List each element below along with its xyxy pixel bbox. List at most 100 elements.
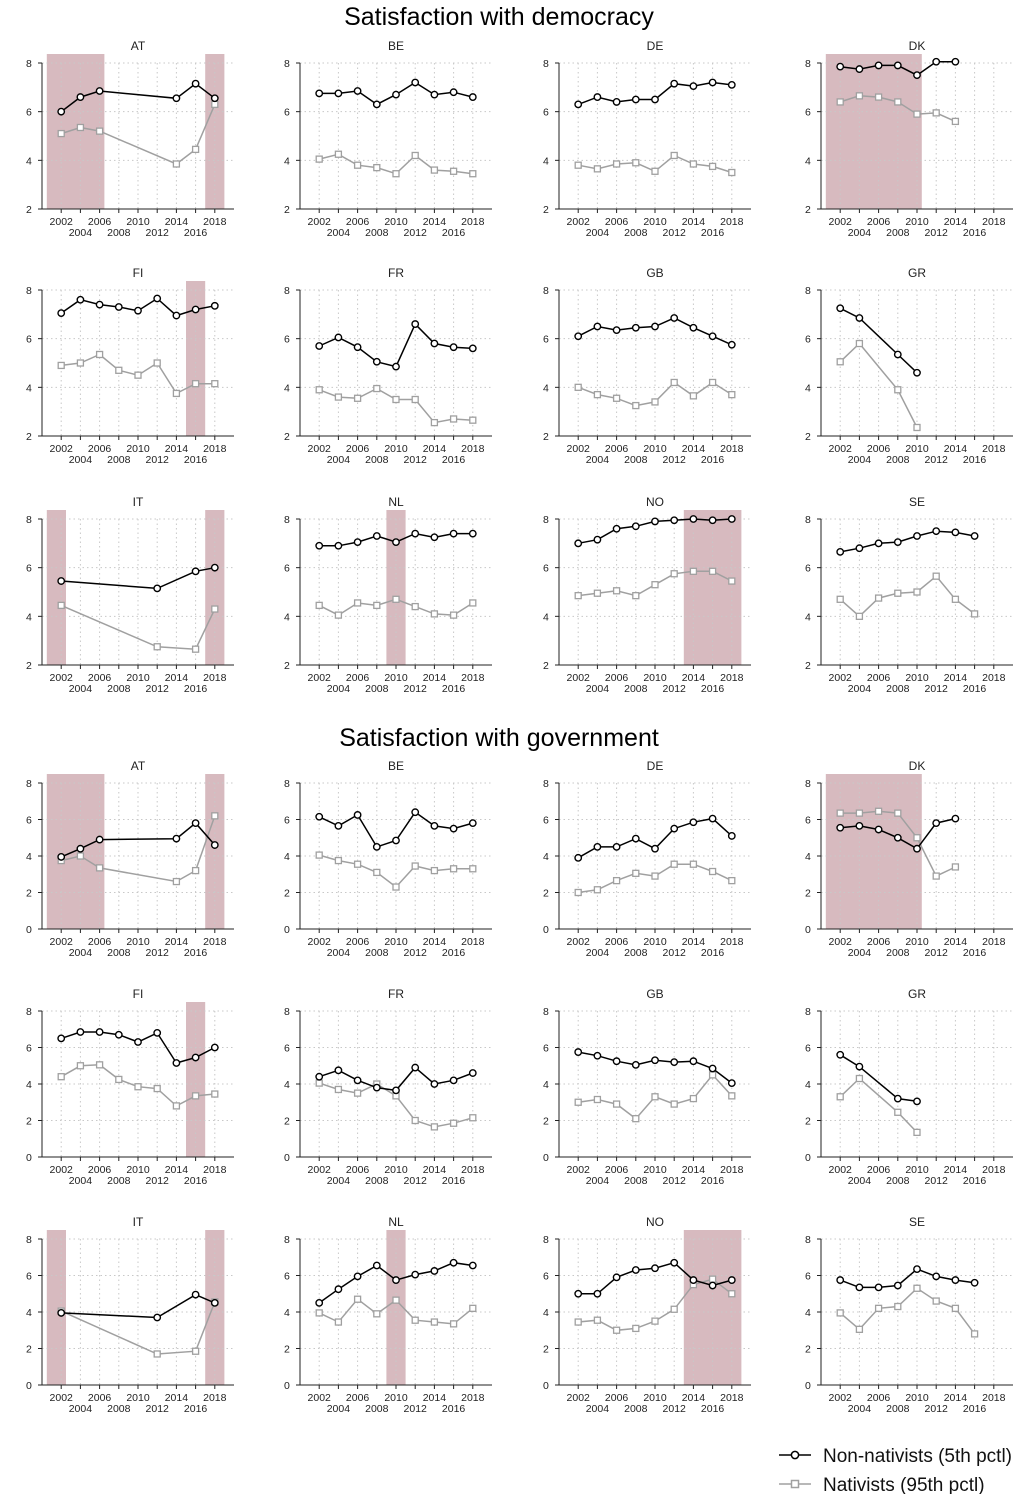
x-tick-label-gr-2014: 2014 xyxy=(944,443,968,455)
x-tick-label-se-2008: 2008 xyxy=(886,683,910,695)
panel-at: 0 2 4 6 8 2002 2006 2010 2014 2018 2004 2008 2012 201… xyxy=(26,759,234,959)
x-tick-label-fr-2004: 2004 xyxy=(327,1175,351,1187)
x-tick-label-de-2002: 2002 xyxy=(567,216,591,228)
x-tick-label-gb-2018: 2018 xyxy=(720,443,744,455)
y-tick-label-fr-2: 2 xyxy=(284,431,290,443)
panel-be: 0 2 4 6 8 2002 2006 2010 2014 2018 2004 2008 2012 201… xyxy=(284,759,492,959)
point-nativist-de-2006 xyxy=(612,160,621,168)
y-tick-label-nl-0: 0 xyxy=(284,1380,290,1392)
point-nonnativist-no-2006 xyxy=(612,1273,621,1282)
x-tick-label-dk-2012: 2012 xyxy=(925,947,949,959)
shaded-period-at-0 xyxy=(46,54,105,209)
shaded-period-dk-0 xyxy=(825,774,922,929)
point-nonnativist-de-2016 xyxy=(708,78,717,87)
x-tick-label-fi-2002: 2002 xyxy=(50,443,74,455)
point-nonnativist-fi-2006 xyxy=(95,300,104,309)
y-tick-label-gb-2: 2 xyxy=(543,431,549,443)
point-nonnativist-no-2014 xyxy=(689,1276,698,1284)
x-tick-label-de-2010: 2010 xyxy=(643,936,667,948)
x-tick-label-gr-2004: 2004 xyxy=(848,454,872,466)
y-tick-label-nl-4: 4 xyxy=(284,611,290,623)
point-nativist-it-2018 xyxy=(211,605,219,613)
point-nonnativist-fi-2016 xyxy=(191,305,200,314)
x-tick-label-se-2016: 2016 xyxy=(963,683,987,695)
shaded-period-it-0 xyxy=(46,1230,66,1385)
x-tick-label-dk-2014: 2014 xyxy=(944,936,968,948)
x-tick-label-nl-2012: 2012 xyxy=(404,1403,428,1415)
x-tick-label-be-2014: 2014 xyxy=(423,936,447,948)
point-nativist-at-2018 xyxy=(211,812,219,820)
point-nonnativist-dk-2006 xyxy=(874,825,883,834)
x-tick-label-gb-2014: 2014 xyxy=(682,1164,706,1176)
x-tick-label-fi-2012: 2012 xyxy=(146,1175,170,1187)
y-tick-label-dk-8: 8 xyxy=(805,58,811,70)
x-tick-label-fi-2014: 2014 xyxy=(165,1164,189,1176)
x-tick-label-de-2006: 2006 xyxy=(605,936,629,948)
point-nativist-fi-2004 xyxy=(76,1062,85,1070)
point-nonnativist-se-2010 xyxy=(913,532,921,540)
point-nonnativist-dk-2010 xyxy=(913,71,921,80)
point-nonnativist-no-2018 xyxy=(727,1276,736,1284)
point-nativist-gb-2010 xyxy=(651,1093,659,1101)
y-tick-label-be-2: 2 xyxy=(284,888,290,900)
y-tick-label-fi-4: 4 xyxy=(26,382,32,394)
point-nativist-no-2008 xyxy=(632,1324,640,1333)
x-tick-label-fi-2018: 2018 xyxy=(203,1164,227,1176)
x-tick-label-no-2014: 2014 xyxy=(682,1392,706,1404)
panel-title-at: AT xyxy=(131,759,146,773)
x-tick-label-it-2012: 2012 xyxy=(146,1403,170,1415)
point-nativist-gb-2002 xyxy=(574,383,582,391)
point-nonnativist-nl-2012 xyxy=(411,1270,420,1279)
x-tick-label-dk-2008: 2008 xyxy=(886,227,910,239)
panel-title-it: IT xyxy=(133,495,144,509)
shaded-period-it-0 xyxy=(46,510,66,665)
panel-nl: 2 4 6 8 2002 2006 2010 2014 2018 2004 2008 2012 2016… xyxy=(284,495,492,695)
x-tick-label-gr-2012: 2012 xyxy=(925,1175,949,1187)
point-nativist-fi-2016 xyxy=(191,1092,200,1100)
point-nativist-se-2012 xyxy=(932,572,940,580)
x-tick-label-se-2002: 2002 xyxy=(829,672,853,684)
panel-gr: 0 2 4 6 8 2002 2006 2010 2014 2018 2004 2008 2012 201… xyxy=(805,987,1013,1187)
point-nativist-de-2014 xyxy=(689,160,698,168)
x-tick-label-it-2006: 2006 xyxy=(88,1392,112,1404)
point-nonnativist-nl-2018 xyxy=(468,1261,477,1270)
x-tick-label-at-2014: 2014 xyxy=(165,216,189,228)
point-nativist-at-2006 xyxy=(95,864,104,872)
point-nonnativist-at-2004 xyxy=(76,844,85,853)
point-nativist-fi-2008 xyxy=(115,366,123,374)
x-tick-label-dk-2018: 2018 xyxy=(982,216,1006,228)
point-nativist-dk-2014 xyxy=(951,117,960,126)
panel-title-de: DE xyxy=(647,39,664,53)
point-nonnativist-be-2006 xyxy=(353,87,362,95)
panel-nl: 0 2 4 6 8 2002 2006 2010 2014 2018 2004 2008 2012 201… xyxy=(284,1215,492,1415)
y-tick-label-nl-8: 8 xyxy=(284,514,290,526)
x-tick-label-gr-2010: 2010 xyxy=(905,1164,929,1176)
x-tick-label-it-2018: 2018 xyxy=(203,672,227,684)
x-tick-label-de-2010: 2010 xyxy=(643,216,667,228)
point-nonnativist-se-2006 xyxy=(874,539,883,548)
y-tick-label-dk-2: 2 xyxy=(805,204,811,216)
point-nonnativist-dk-2004 xyxy=(855,65,864,73)
point-nativist-it-2016 xyxy=(191,645,200,653)
y-tick-label-fr-6: 6 xyxy=(284,334,290,346)
point-nonnativist-fr-2006 xyxy=(353,1076,362,1085)
y-tick-label-fr-4: 4 xyxy=(284,1079,290,1091)
point-nonnativist-dk-2014 xyxy=(951,814,960,823)
x-tick-label-be-2006: 2006 xyxy=(346,936,370,948)
y-tick-label-no-6: 6 xyxy=(543,563,549,575)
x-tick-label-dk-2002: 2002 xyxy=(829,936,853,948)
x-tick-label-fi-2004: 2004 xyxy=(69,454,93,466)
point-nonnativist-it-2012 xyxy=(153,1313,162,1322)
point-nonnativist-no-2016 xyxy=(708,1281,717,1290)
x-tick-label-fi-2004: 2004 xyxy=(69,1175,93,1187)
point-nativist-fr-2006 xyxy=(353,394,362,402)
point-nonnativist-nl-2014 xyxy=(430,1267,439,1275)
y-tick-label-fr-0: 0 xyxy=(284,1152,290,1164)
point-nonnativist-de-2018 xyxy=(727,81,736,89)
point-nativist-fr-2008 xyxy=(373,384,381,393)
point-nonnativist-be-2014 xyxy=(430,821,439,830)
point-nonnativist-de-2012 xyxy=(670,824,679,833)
point-nativist-be-2004 xyxy=(334,150,343,158)
y-tick-label-be-8: 8 xyxy=(284,58,290,70)
y-tick-label-no-8: 8 xyxy=(543,514,549,526)
